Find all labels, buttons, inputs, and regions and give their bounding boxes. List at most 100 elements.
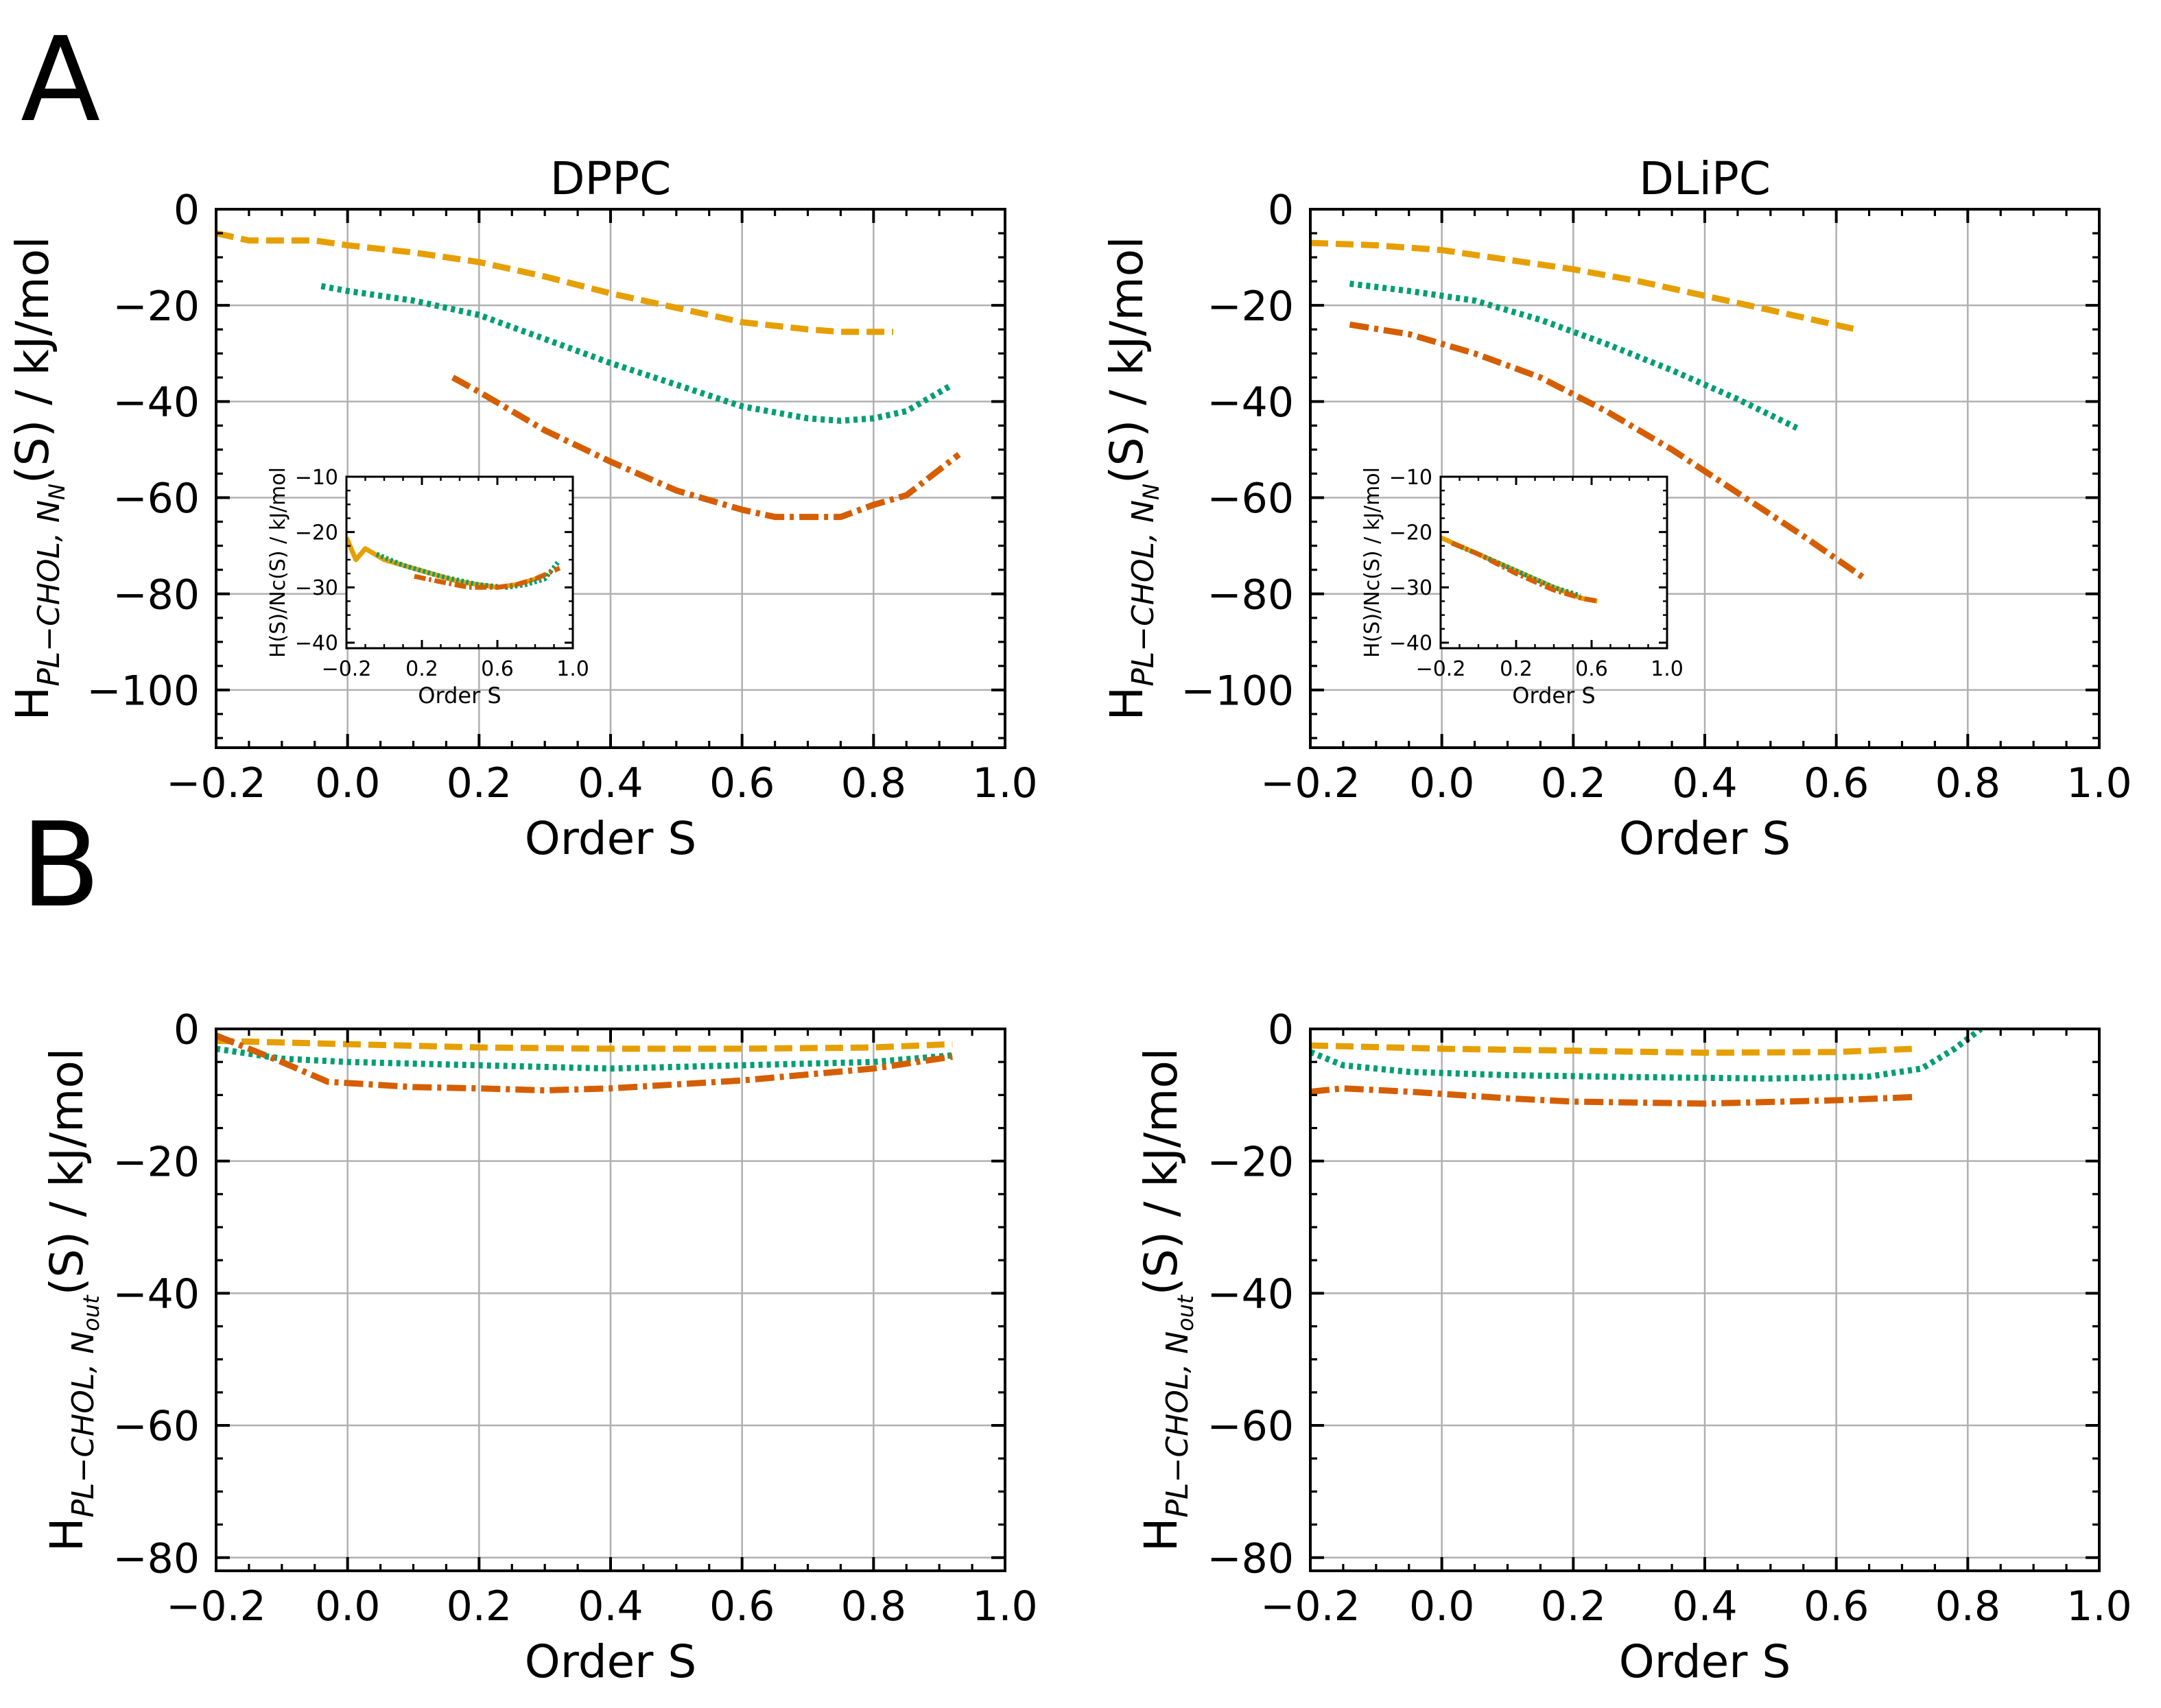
chart-1-inset-ytick-label-3: −40 xyxy=(1389,632,1432,656)
chart-1-inset-xlabel: Order S xyxy=(1512,683,1595,709)
chart-3-ylabel: HPL−CHOL, Nout(S) / kJ/mol xyxy=(1135,1048,1198,1552)
chart-1-inset-ytick-label-2: −30 xyxy=(1389,576,1432,600)
chart-2-series-dashed xyxy=(216,1037,953,1052)
chart-3-xtick-label-1: 0.0 xyxy=(1409,1582,1474,1630)
chart-2-xtick-label-0: −0.2 xyxy=(166,1582,266,1630)
chart-2-ylabel: HPL−CHOL, Nout(S) / kJ/mol xyxy=(40,1048,104,1552)
chart-3-ytick-label-3: −60 xyxy=(1207,1403,1294,1451)
chart-1-ytick-label-2: −40 xyxy=(1207,379,1294,427)
chart-2-xtick-label-4: 0.6 xyxy=(709,1582,775,1630)
chart-0-title: DPPC xyxy=(550,152,672,205)
chart-0-inset-xtick-label-1: 0.2 xyxy=(405,657,438,681)
panel-letter-a: A xyxy=(21,12,100,148)
chart-3-xtick-label-2: 0.2 xyxy=(1541,1582,1606,1630)
chart-0-ytick-label-4: −80 xyxy=(113,571,200,619)
chart-0-inset: −0.2 0.2 0.6 1.0 −10 −20 −30 −40 Order S H(S)/Nc(… xyxy=(266,466,589,709)
chart-0-inset-plot-area xyxy=(346,477,573,648)
chart-1-inset-xtick-label-0: −0.2 xyxy=(1416,657,1466,681)
chart-1-xtick-label-5: 0.8 xyxy=(1935,759,2000,807)
chart-0-inset-ytick-label-0: −10 xyxy=(295,466,338,490)
chart-0-ytick-label-1: −20 xyxy=(113,283,200,331)
chart-3-xtick-label-6: 1.0 xyxy=(2066,1582,2132,1630)
chart-1-ytick-label-0: 0 xyxy=(1268,187,1294,235)
chart-1-ytick-label-3: −60 xyxy=(1207,475,1294,523)
chart-0-inset-xtick-label-3: 1.0 xyxy=(556,657,589,681)
chart-1-ylabel: HPL−CHOL, NN(S) / kJ/mol xyxy=(1100,237,1164,721)
chart-2-xtick-label-2: 0.2 xyxy=(447,1582,512,1630)
chart-a-dppc: −0.2 0.0 0.2 0.4 0.6 0.8 1.0 0 −20 −40 −60 −80 −100 D… xyxy=(6,152,1038,865)
chart-1-ytick-label-5: −100 xyxy=(1181,667,1294,715)
chart-2-ytick-label-1: −20 xyxy=(113,1138,200,1186)
chart-0-inset-ytick-label-1: −20 xyxy=(295,521,338,545)
chart-0-inset-ytick-label-2: −30 xyxy=(295,576,338,600)
chart-0-xtick-label-5: 0.8 xyxy=(841,759,906,807)
chart-3-ytick-label-2: −40 xyxy=(1207,1270,1294,1318)
chart-1-xtick-label-4: 0.6 xyxy=(1804,759,1869,807)
chart-1-inset-series-dashdot xyxy=(1451,541,1600,604)
chart-0-ytick-label-2: −40 xyxy=(113,379,200,427)
chart-1-ytick-label-4: −80 xyxy=(1207,571,1294,619)
chart-1-inset-ytick-label-1: −20 xyxy=(1389,521,1432,545)
chart-1-xlabel: Order S xyxy=(1619,812,1791,865)
chart-2-xtick-label-3: 0.4 xyxy=(578,1582,643,1630)
chart-2-xtick-label-6: 1.0 xyxy=(972,1582,1037,1630)
chart-0-series-dashdot xyxy=(451,375,961,521)
chart-b-dppc: −0.2 0.0 0.2 0.4 0.6 0.8 1.0 0 −20 −40 −60 −80 Order… xyxy=(40,1006,1038,1688)
chart-3-ytick-label-4: −80 xyxy=(1207,1534,1294,1582)
chart-1-inset-plot-area xyxy=(1441,477,1667,648)
chart-3-xlabel: Order S xyxy=(1619,1635,1791,1688)
chart-0-xtick-label-6: 1.0 xyxy=(972,759,1037,807)
chart-0-ytick-label-0: 0 xyxy=(174,187,200,235)
chart-1-ytick-label-1: −20 xyxy=(1207,283,1294,331)
chart-1-inset-ylabel: H(S)/Nc(S) / kJ/mol xyxy=(1360,467,1384,658)
chart-0-series-dotted xyxy=(320,283,954,424)
chart-3-series-dashdot xyxy=(1310,1085,1915,1107)
chart-1-series-dashed xyxy=(1310,239,1857,333)
chart-3-ytick-label-0: 0 xyxy=(1268,1006,1294,1054)
chart-0-inset-series-dotted xyxy=(375,551,560,590)
chart-2-ytick-label-3: −60 xyxy=(113,1403,200,1451)
chart-0-xtick-label-0: −0.2 xyxy=(166,759,266,807)
chart-3-series-dashed xyxy=(1310,1042,1915,1056)
chart-1-inset-xtick-label-2: 0.6 xyxy=(1575,657,1608,681)
chart-2-ytick-label-4: −80 xyxy=(113,1534,200,1582)
chart-2-ytick-label-0: 0 xyxy=(174,1006,200,1054)
chart-0-inset-xtick-label-2: 0.6 xyxy=(481,657,514,681)
chart-1-xtick-label-6: 1.0 xyxy=(2066,759,2132,807)
chart-1-inset-xtick-label-3: 1.0 xyxy=(1651,657,1684,681)
chart-b-dlipc: −0.2 0.0 0.2 0.4 0.6 0.8 1.0 0 −20 −40 −60 −80 Order… xyxy=(1135,1006,2132,1688)
chart-0-ytick-label-5: −100 xyxy=(86,667,200,715)
chart-3-xtick-label-0: −0.2 xyxy=(1260,1582,1360,1630)
chart-1-xtick-label-3: 0.4 xyxy=(1672,759,1737,807)
chart-0-series-dashed xyxy=(216,230,894,335)
chart-0-xtick-label-1: 0.0 xyxy=(315,759,380,807)
chart-0-xtick-label-3: 0.4 xyxy=(578,759,643,807)
chart-3-ytick-label-1: −20 xyxy=(1207,1138,1294,1186)
chart-3-xtick-label-4: 0.6 xyxy=(1804,1582,1869,1630)
chart-1-title: DLiPC xyxy=(1639,152,1771,205)
chart-3-xtick-label-5: 0.8 xyxy=(1935,1582,2000,1630)
chart-0-inset-ytick-label-3: −40 xyxy=(295,632,338,656)
chart-3-series-dotted xyxy=(1310,1029,1983,1082)
chart-2-xtick-label-5: 0.8 xyxy=(841,1582,906,1630)
chart-0-inset-ylabel: H(S)/Nc(S) / kJ/mol xyxy=(266,467,290,658)
chart-1-inset-xtick-label-1: 0.2 xyxy=(1500,657,1533,681)
chart-2-xtick-label-1: 0.0 xyxy=(315,1582,380,1630)
chart-1-xtick-label-2: 0.2 xyxy=(1541,759,1606,807)
chart-1-xtick-label-1: 0.0 xyxy=(1409,759,1474,807)
chart-0-inset-xtick-label-0: −0.2 xyxy=(322,657,372,681)
chart-1-series-dotted xyxy=(1349,281,1799,431)
chart-1-xtick-label-0: −0.2 xyxy=(1260,759,1360,807)
chart-2-series-dashdot xyxy=(216,1032,953,1094)
chart-0-xlabel: Order S xyxy=(525,812,696,865)
chart-1-inset: −0.2 0.2 0.6 1.0 −10 −20 −30 −40 Order S H(S)/Nc(… xyxy=(1360,466,1684,709)
chart-0-inset-xlabel: Order S xyxy=(418,683,501,709)
chart-3-xtick-label-3: 0.4 xyxy=(1672,1582,1737,1630)
chart-2-ytick-label-2: −40 xyxy=(113,1270,200,1318)
panel-letter-b: B xyxy=(21,798,101,934)
chart-0-ytick-label-3: −60 xyxy=(113,475,200,523)
chart-2-series-dotted xyxy=(216,1045,953,1072)
chart-0-xtick-label-4: 0.6 xyxy=(709,759,775,807)
chart-0-ylabel: HPL−CHOL, NN(S) / kJ/mol xyxy=(6,237,70,721)
chart-1-inset-ytick-label-0: −10 xyxy=(1389,466,1432,490)
